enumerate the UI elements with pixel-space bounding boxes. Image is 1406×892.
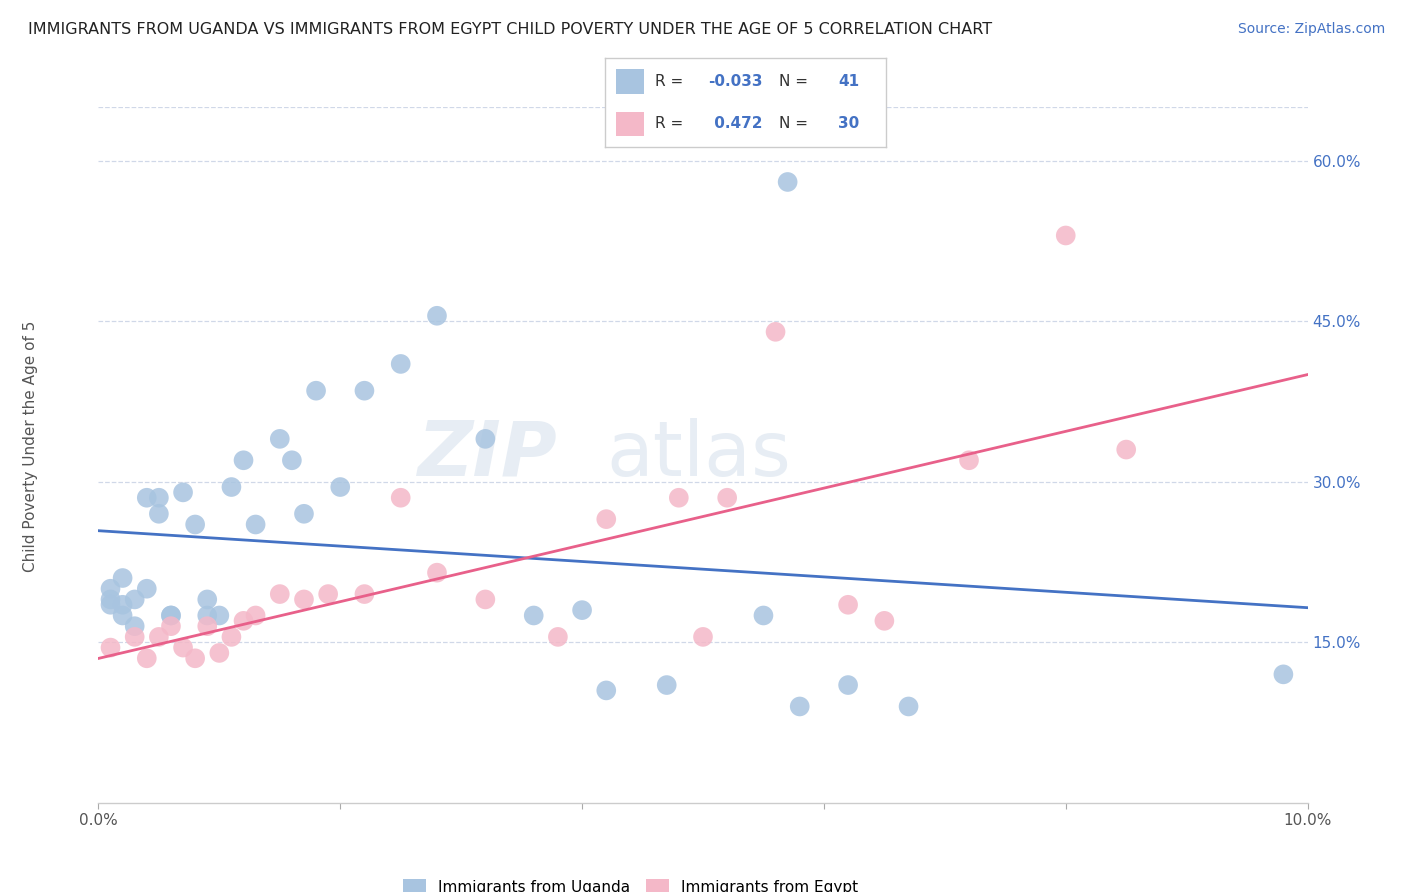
Point [208,608,231,623]
Point [329,480,352,494]
Point [292,592,315,607]
Point [135,651,157,665]
Point [111,571,134,585]
Point [897,699,920,714]
Point [195,592,218,607]
Point [547,630,569,644]
Point [160,608,183,623]
Point [172,485,194,500]
Point [172,640,194,655]
Point [111,608,134,623]
Point [1272,667,1295,681]
Bar [616,69,644,94]
Point [148,630,170,644]
Point [426,309,449,323]
Point [124,630,146,644]
Point [100,640,122,655]
Text: N =: N = [779,74,808,88]
Point [474,592,496,607]
Point [1115,442,1137,457]
Text: -0.033: -0.033 [709,74,763,88]
Point [765,325,787,339]
Point [100,592,122,607]
Point [957,453,980,467]
Point [100,598,122,612]
Text: IMMIGRANTS FROM UGANDA VS IMMIGRANTS FROM EGYPT CHILD POVERTY UNDER THE AGE OF 5: IMMIGRANTS FROM UGANDA VS IMMIGRANTS FRO… [28,22,993,37]
Point [135,582,157,596]
Point [668,491,690,505]
Point [776,175,799,189]
Point [752,608,775,623]
Point [595,512,617,526]
Point [595,683,617,698]
Point [655,678,678,692]
Point [148,507,170,521]
Point [195,608,218,623]
Point [292,507,315,521]
Point [571,603,593,617]
Point [232,614,254,628]
Point [1054,228,1077,243]
Point [873,614,896,628]
Point [245,608,267,623]
Point [221,480,243,494]
Point [111,598,134,612]
Point [232,453,254,467]
Point [523,608,546,623]
Point [716,491,738,505]
Text: Child Poverty Under the Age of 5: Child Poverty Under the Age of 5 [24,320,38,572]
Point [160,608,183,623]
Point [184,517,207,532]
Text: 30: 30 [838,117,859,131]
Point [389,357,412,371]
Point [281,453,304,467]
Point [269,587,291,601]
Point [269,432,291,446]
Point [389,491,412,505]
Point [837,598,859,612]
Point [353,384,375,398]
Point [100,582,122,596]
Text: R =: R = [655,117,683,131]
Text: 41: 41 [838,74,859,88]
Point [135,491,157,505]
Point [353,587,375,601]
Text: 0.472: 0.472 [709,117,762,131]
Point [474,432,496,446]
Text: R =: R = [655,74,683,88]
Point [245,517,267,532]
Text: Source: ZipAtlas.com: Source: ZipAtlas.com [1237,22,1385,37]
Point [692,630,714,644]
Point [789,699,811,714]
Point [305,384,328,398]
Point [148,491,170,505]
Point [208,646,231,660]
Point [195,619,218,633]
Bar [616,112,644,136]
Text: atlas: atlas [606,418,792,491]
Point [124,592,146,607]
Point [124,619,146,633]
Point [184,651,207,665]
Point [426,566,449,580]
Legend: Immigrants from Uganda, Immigrants from Egypt: Immigrants from Uganda, Immigrants from … [396,873,863,892]
Text: ZIP: ZIP [418,418,558,491]
Point [316,587,339,601]
Text: N =: N = [779,117,808,131]
Point [221,630,243,644]
Point [837,678,859,692]
Point [160,619,183,633]
